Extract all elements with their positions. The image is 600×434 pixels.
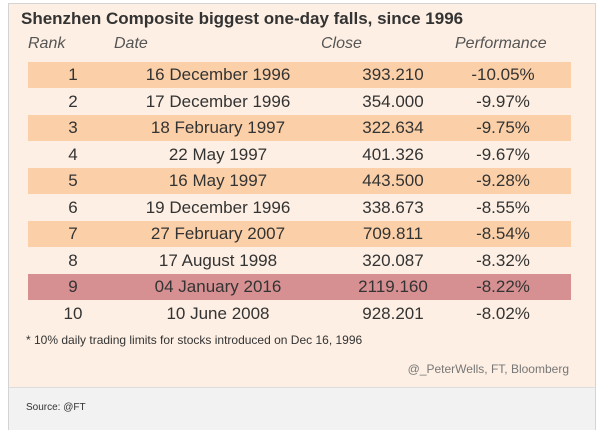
date-cell: 16 December 1996	[145, 65, 291, 84]
close-cell: 2119.160	[358, 277, 428, 296]
close-cell: 338.673	[362, 198, 424, 217]
table-row: 8 17 August 1998 320.087 -8.32%	[28, 248, 571, 274]
date-cell: 19 December 1996	[145, 198, 291, 217]
source-strip: Source: @FT	[9, 387, 595, 430]
rank-cell: 6	[68, 198, 78, 217]
table-row: 2 17 December 1996 354.000 -9.97%	[28, 89, 571, 115]
performance-cell: -8.02%	[476, 304, 530, 323]
close-cell: 322.634	[362, 118, 424, 137]
column-header-date: Date	[114, 35, 148, 52]
date-cell: 17 August 1998	[158, 251, 278, 270]
rank-cell: 8	[68, 251, 78, 270]
performance-cell: -9.97%	[476, 92, 530, 111]
table-row: 1 16 December 1996 393.210 -10.05%	[28, 62, 571, 88]
close-cell: 320.087	[362, 251, 424, 270]
performance-cell: -8.32%	[476, 251, 530, 270]
date-cell: 17 December 1996	[145, 92, 291, 111]
date-cell: 10 June 2008	[166, 304, 270, 323]
performance-cell: -8.54%	[476, 224, 530, 243]
table-row: 6 19 December 1996 338.673 -8.55%	[28, 195, 571, 221]
credit: @_PeterWells, FT, Bloomberg	[407, 362, 569, 376]
rank-cell: 3	[68, 118, 78, 137]
rank-cell: 4	[68, 145, 78, 164]
rank-cell: 9	[68, 277, 78, 296]
performance-cell: -9.67%	[476, 145, 530, 164]
chart-frame: Shenzhen Composite biggest one-day falls…	[8, 3, 596, 430]
date-cell: 27 February 2007	[150, 224, 286, 243]
table-row: 7 27 February 2007 709.811 -8.54%	[28, 221, 571, 247]
performance-cell: -8.22%	[476, 277, 530, 296]
table-row: 10 10 June 2008 928.201 -8.02%	[28, 301, 571, 327]
table-row: 9 04 January 2016 2119.160 -8.22%	[28, 274, 571, 300]
performance-cell: -9.28%	[476, 171, 530, 190]
column-header-rank: Rank	[28, 35, 66, 52]
date-cell: 16 May 1997	[168, 171, 268, 190]
close-cell: 354.000	[362, 92, 424, 111]
performance-cell: -10.05%	[471, 65, 535, 84]
date-cell: 18 February 1997	[150, 118, 286, 137]
chart-title: Shenzhen Composite biggest one-day falls…	[21, 9, 464, 28]
rank-cell: 10	[63, 304, 83, 323]
close-cell: 709.811	[362, 224, 424, 243]
date-cell: 04 January 2016	[154, 277, 282, 296]
source-label: Source: @FT	[26, 402, 86, 413]
close-cell: 393.210	[362, 65, 424, 84]
table-row: 3 18 February 1997 322.634 -9.75%	[28, 115, 571, 141]
column-header-performance: Performance	[455, 35, 547, 52]
date-cell: 22 May 1997	[168, 145, 268, 164]
performance-cell: -8.55%	[476, 198, 530, 217]
table-row: 5 16 May 1997 443.500 -9.28%	[28, 168, 571, 194]
table-card: Shenzhen Composite biggest one-day falls…	[9, 4, 595, 387]
footnote: * 10% daily trading limits for stocks in…	[26, 333, 363, 347]
rank-cell: 2	[68, 92, 78, 111]
close-cell: 443.500	[362, 171, 424, 190]
rank-cell: 5	[68, 171, 78, 190]
rank-cell: 7	[68, 224, 78, 243]
close-cell: 401.326	[362, 145, 424, 164]
performance-cell: -9.75%	[476, 118, 530, 137]
close-cell: 928.201	[362, 304, 424, 323]
column-header-close: Close	[321, 35, 362, 52]
table-row: 4 22 May 1997 401.326 -9.67%	[28, 142, 571, 168]
rank-cell: 1	[68, 65, 78, 84]
